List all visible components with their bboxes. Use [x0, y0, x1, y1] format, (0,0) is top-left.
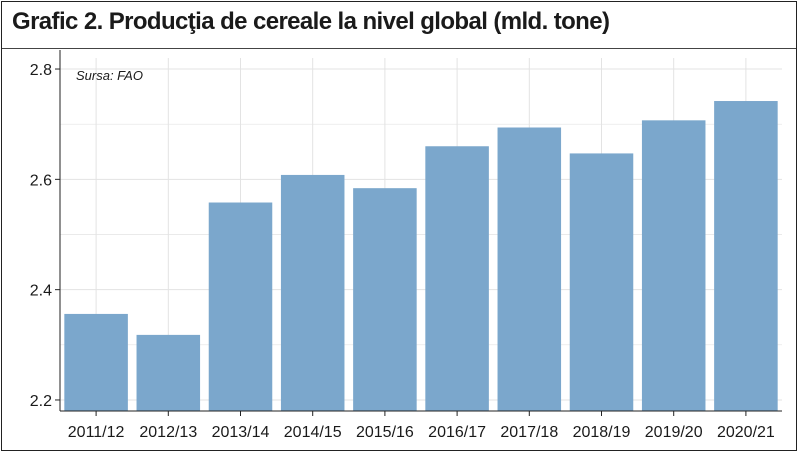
bars: [64, 101, 778, 411]
x-tick-label: 2019/20: [645, 424, 703, 441]
axes: [55, 50, 782, 416]
y-tick-labels: 2.2 2.4 2.6 2.8: [30, 62, 52, 410]
x-tick-label: 2020/21: [717, 424, 775, 441]
y-tick-label: 2.2: [30, 393, 52, 410]
title-divider: [2, 48, 796, 49]
bar-2012-13: [136, 334, 201, 411]
x-tick-label: 2012/13: [139, 424, 197, 441]
bar-2016-17: [425, 146, 489, 411]
chart-title: Grafic 2. Producţia de cereale la nivel …: [12, 8, 610, 35]
x-tick-label: 2018/19: [573, 424, 631, 441]
x-tick-labels: 2011/12 2012/13 2013/14 2014/15 2015/16 2016/…: [68, 424, 775, 441]
y-tick-label: 2.4: [30, 283, 52, 300]
y-tick-label: 2.6: [30, 172, 52, 189]
bar-2020-21: [714, 101, 778, 411]
source-note: Sursa: FAO: [76, 68, 143, 83]
x-tick-label: 2011/12: [68, 424, 125, 441]
bar-2011-12: [64, 313, 128, 411]
bar-2014-15: [280, 174, 345, 411]
bar-2015-16: [353, 188, 417, 411]
bar-2013-14: [208, 202, 273, 411]
x-tick-label: 2016/17: [428, 424, 486, 441]
y-tick-label: 2.8: [30, 62, 52, 79]
x-tick-label: 2015/16: [356, 424, 414, 441]
x-tick-label: 2013/14: [212, 424, 270, 441]
bar-2017-18: [497, 127, 562, 411]
x-tick-label: 2017/18: [500, 424, 558, 441]
bar-2018-19: [569, 153, 634, 411]
bar-2019-20: [641, 120, 706, 411]
x-tick-label: 2014/15: [284, 424, 342, 441]
